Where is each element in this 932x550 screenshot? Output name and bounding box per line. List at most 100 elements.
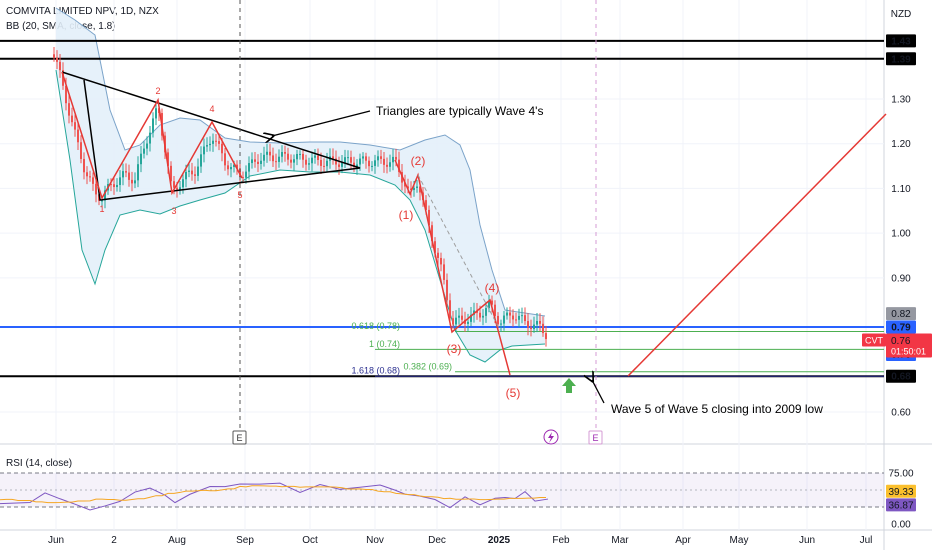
candle-body — [200, 154, 202, 167]
time-tick-label: Aug — [168, 535, 186, 546]
candle-body — [317, 155, 319, 160]
candle-body — [254, 159, 256, 162]
candle-body — [140, 153, 142, 165]
candle-body — [242, 177, 244, 179]
wave-label-p1: (1) — [399, 208, 414, 222]
level-label-box — [886, 34, 916, 48]
wave-label-2: 2 — [155, 86, 160, 96]
time-tick-label: May — [730, 535, 749, 546]
candle-body — [191, 170, 193, 175]
level-label-box — [886, 320, 916, 334]
candle-body — [323, 165, 325, 167]
candle-body — [71, 115, 73, 123]
candle-body — [335, 158, 337, 165]
candle-body — [500, 323, 502, 325]
candle-body — [341, 162, 343, 167]
candle-body — [332, 156, 334, 159]
candle-body — [206, 145, 208, 147]
candle-body — [452, 318, 454, 325]
level-label: 1.43 — [891, 36, 911, 47]
candle-body — [449, 300, 451, 319]
bollinger-lower-band — [55, 69, 546, 363]
candle-body — [173, 181, 175, 188]
rsi-tick-label: 75.00 — [888, 469, 913, 480]
candle-body — [113, 184, 115, 188]
candle-body — [344, 157, 346, 163]
candle-body — [95, 183, 97, 195]
candle-body — [479, 312, 481, 318]
candle-body — [233, 164, 235, 167]
candle-body — [293, 159, 295, 163]
candle-body — [299, 153, 301, 155]
candle-body — [425, 200, 427, 210]
candle-body — [368, 160, 370, 167]
candle-body — [446, 279, 448, 301]
candle-body — [392, 156, 394, 163]
time-tick-label: Jun — [799, 535, 815, 546]
price-tick-label: 1.00 — [891, 229, 911, 240]
candle-body — [416, 186, 418, 188]
candle-body — [152, 118, 154, 133]
rsi-value-label: 36.87 — [888, 500, 913, 511]
candle-body — [245, 171, 247, 178]
candle-body — [494, 304, 496, 316]
candle-body — [203, 146, 205, 155]
candle-body — [104, 190, 106, 201]
level-label: 0.79 — [891, 323, 911, 334]
candle-body — [347, 157, 349, 159]
candle-body — [89, 176, 91, 178]
candle-body — [338, 164, 340, 167]
event-marker-e[interactable]: E — [236, 433, 242, 443]
candle-body — [497, 315, 499, 325]
candle-body — [251, 159, 253, 164]
candle-body — [209, 143, 211, 146]
wave-label-p5: (5) — [506, 386, 521, 400]
chart-title: COMVITA LIMITED NPV, 1D, NZX — [6, 6, 159, 17]
fib-dashed-guide — [417, 174, 501, 331]
candle-body — [488, 300, 490, 309]
wave-label-p4: (4) — [485, 281, 500, 295]
wave-drawings — [61, 71, 887, 377]
candle-body — [515, 319, 517, 321]
candle-body — [389, 162, 391, 167]
candle-body — [212, 140, 214, 144]
candle-body — [110, 184, 112, 186]
event-marker-box[interactable] — [232, 430, 247, 445]
candle-body — [311, 157, 313, 164]
candle-body — [524, 315, 526, 322]
time-tick-label: Oct — [302, 535, 318, 546]
candle-body — [263, 154, 265, 161]
rsi-value-label: 39.33 — [888, 487, 913, 498]
candle-body — [287, 153, 289, 160]
wave-label-p3: (3) — [447, 342, 462, 356]
wave-label-5: 5 — [237, 190, 242, 200]
earnings-marker-e[interactable]: E — [592, 433, 598, 443]
candle-body — [230, 166, 232, 170]
candle-body — [470, 314, 472, 322]
candle-body — [185, 171, 187, 180]
candle-body — [80, 142, 82, 159]
candle-body — [134, 180, 136, 184]
candle-body — [521, 315, 523, 317]
candle-body — [440, 257, 442, 265]
time-tick-label: Feb — [552, 535, 570, 546]
candle-body — [179, 187, 181, 190]
price-label-box — [886, 307, 916, 321]
candle-body — [305, 159, 307, 165]
candle-body — [143, 148, 145, 154]
fib-level-label: 1.618 (0.68) — [351, 366, 400, 376]
rsi-ma-line — [0, 485, 546, 504]
candle-body — [365, 156, 367, 161]
time-tick-label: Apr — [675, 535, 691, 546]
candle-body — [275, 161, 277, 163]
earnings-marker-box[interactable] — [588, 430, 603, 445]
time-tick-label: Jul — [860, 535, 873, 546]
candle-body — [122, 171, 124, 178]
candle-body — [116, 184, 118, 188]
candle-body — [377, 156, 379, 161]
candle-body — [509, 312, 511, 316]
candle-body — [218, 141, 220, 144]
candle-body — [224, 153, 226, 166]
candle-body — [170, 165, 172, 182]
